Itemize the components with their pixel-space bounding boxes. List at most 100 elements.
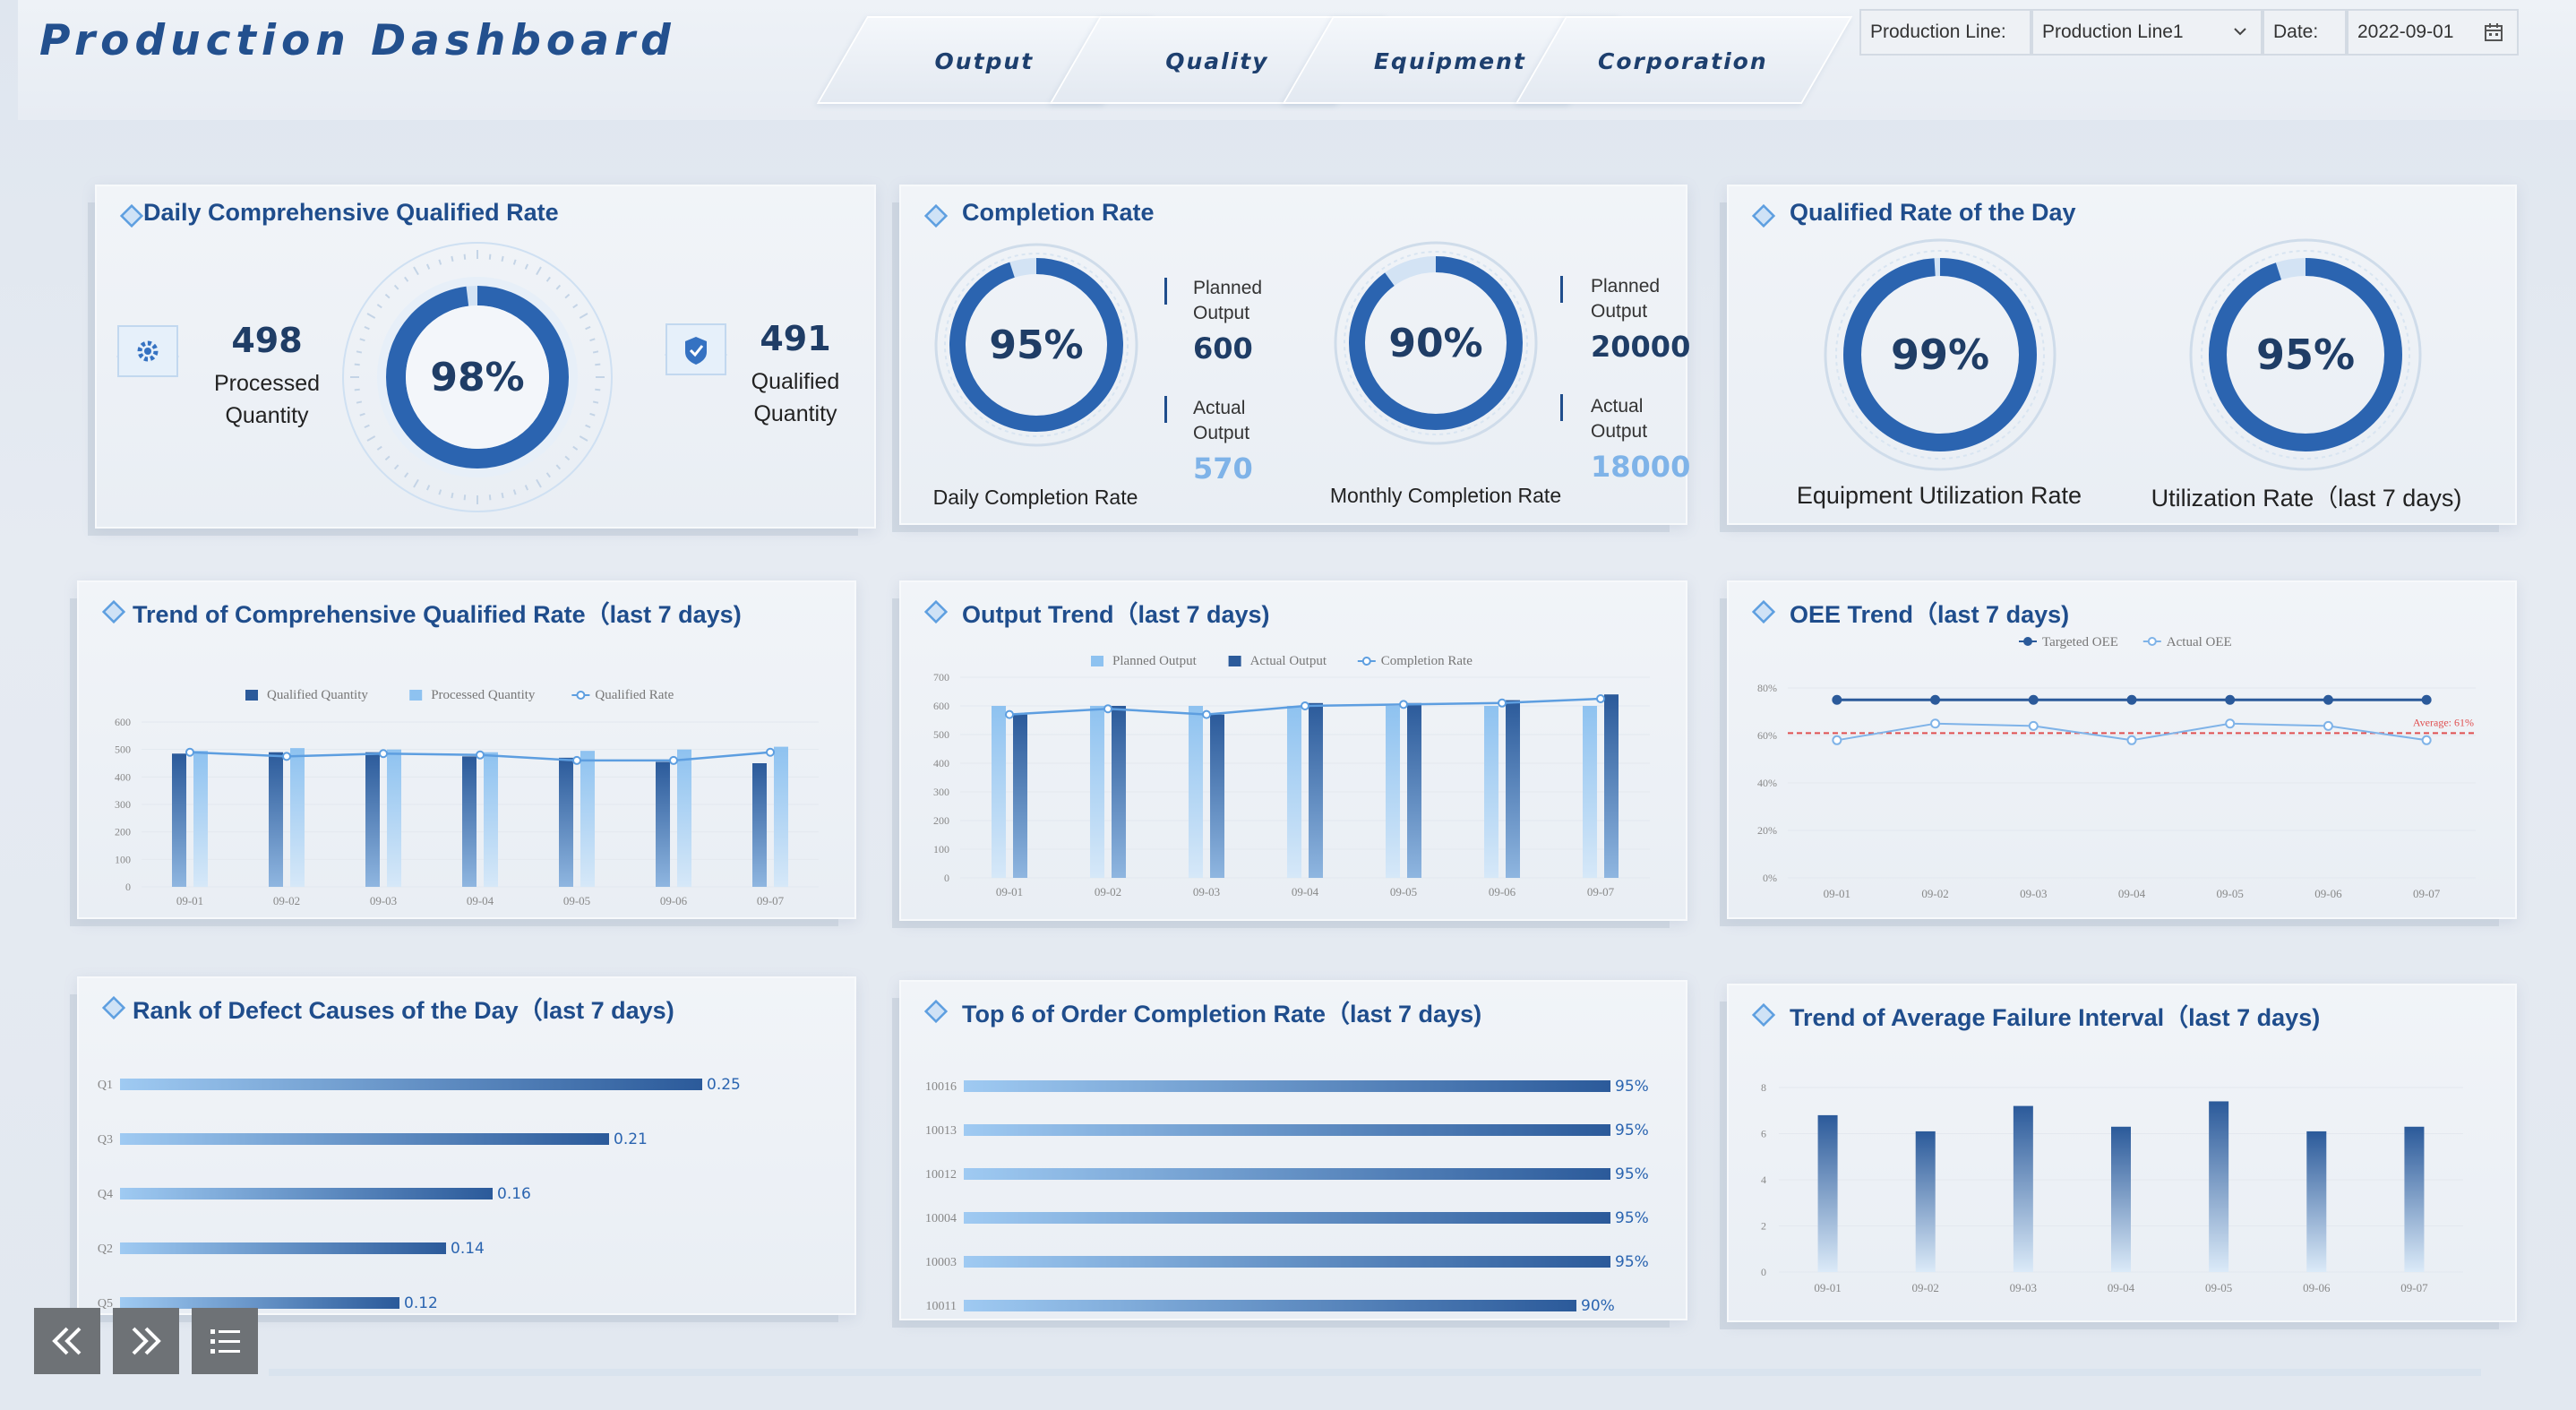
gauge-tick (592, 400, 599, 404)
calendar-icon (2485, 23, 2503, 41)
legend-label: Actual OEE (2167, 635, 2232, 649)
next-button[interactable] (113, 1308, 179, 1374)
y-category-label: Q2 (98, 1242, 113, 1256)
bar (193, 751, 208, 887)
monthly-completion-percent: 90% (1388, 321, 1482, 366)
completion-rate-title: Completion Rate (962, 199, 1155, 226)
daily-completion-label: Daily Completion Rate (932, 486, 1138, 509)
y-category-label: 10013 (925, 1124, 957, 1138)
bar (1506, 700, 1520, 878)
gauge-tick (425, 263, 431, 270)
gauge-tick (545, 472, 551, 478)
daily-completion-percent: 95% (989, 322, 1083, 368)
y-tick-label: 6 (1761, 1128, 1766, 1140)
monthly-completion-arc (1349, 256, 1523, 430)
menu-button[interactable] (192, 1308, 258, 1374)
gauge-tick (366, 313, 376, 319)
gauge-tick (384, 293, 391, 299)
chevron-down-icon (2234, 28, 2246, 36)
utilization-rate-arc (2209, 258, 2402, 451)
bar (992, 706, 1006, 878)
bar (964, 1300, 1576, 1311)
line-point (1596, 694, 1605, 703)
y-category-label: Q3 (98, 1133, 113, 1147)
bar (120, 1242, 446, 1254)
divider (1560, 276, 1563, 303)
x-tick-label: 09-07 (757, 894, 785, 907)
gauge-tick (589, 412, 596, 417)
bar (120, 1188, 493, 1199)
data-label: 95% (1615, 1253, 1649, 1271)
nav-tabs: Output Quality Equipment Corporation (788, 16, 1853, 104)
x-tick-label: 09-02 (273, 894, 300, 907)
list-icon (210, 1329, 240, 1354)
production-line-value: Production Line1 (2042, 21, 2184, 42)
production-line-select[interactable]: Production Line1 (2031, 9, 2263, 56)
bar (752, 763, 767, 887)
date-picker[interactable]: 2022-09-01 (2347, 9, 2519, 56)
gauge-tick (384, 455, 391, 461)
day-rate-title: Qualified Rate of the Day (1790, 199, 2076, 226)
qualified-rate-percent: 98% (430, 355, 524, 400)
monthly-completion-label: Monthly Completion Rate (1329, 484, 1562, 507)
data-label: 95% (1615, 1209, 1649, 1227)
bar (2013, 1105, 2033, 1272)
y-tick-label: 500 (933, 728, 949, 741)
output-trend-chart: 0 100 200 300 400 500 600 700 09-01 09-02 09-03 09-… (933, 654, 1650, 898)
bar (677, 749, 691, 887)
gauge-tick (438, 489, 442, 495)
previous-button[interactable] (34, 1308, 100, 1374)
y-tick-label: 200 (115, 826, 131, 838)
y-tick-label: 4 (1761, 1174, 1766, 1186)
daily-planned-label-1: Planned (1193, 278, 1263, 298)
gauge-tick (366, 435, 376, 442)
gauge-tick (555, 464, 562, 470)
gauge-tick (512, 489, 517, 495)
qualified-quantity-label-1: Qualified (751, 369, 840, 394)
legend-label: Processed Quantity (431, 688, 536, 702)
line-point (476, 750, 485, 760)
legend-label: Completion Rate (1381, 654, 1473, 668)
gauge-tick (524, 485, 529, 491)
gauge-tick (488, 254, 492, 260)
line-point (2028, 694, 2039, 705)
line-point (572, 755, 581, 765)
bar (1386, 706, 1400, 878)
line-point (1832, 735, 1842, 745)
x-tick-label: 09-07 (1587, 885, 1615, 898)
x-tick-label: 09-03 (370, 894, 397, 907)
x-tick-label: 09-02 (1921, 887, 1948, 900)
diamond-icon (924, 204, 948, 228)
line-point (1930, 694, 1941, 705)
gauge-tick (463, 494, 467, 501)
line-point (1930, 718, 1941, 729)
y-category-label: Q5 (98, 1297, 113, 1310)
diamond-icon (924, 600, 948, 623)
y-category-label: 10003 (925, 1256, 957, 1269)
daily-planned-label-2: Output (1193, 303, 1250, 323)
tab-corporation[interactable]: Corporation (1515, 16, 1853, 104)
legend-label: Targeted OEE (2042, 635, 2118, 649)
failure-interval-panel: Trend of Average Failure Interval（last 7… (1727, 984, 2517, 1322)
legend-swatch (2147, 637, 2157, 646)
gauge-tick (404, 472, 409, 478)
daily-planned-value: 600 (1193, 331, 1253, 365)
bar (1817, 1114, 1838, 1272)
bar (1112, 706, 1126, 878)
gauge-tick (364, 424, 370, 429)
x-tick-label: 09-03 (1193, 885, 1220, 898)
divider (1164, 396, 1167, 423)
y-tick-label: 8 (1761, 1081, 1766, 1094)
bar (1604, 694, 1619, 878)
y-tick-label: 100 (115, 853, 131, 865)
line-point (2421, 694, 2432, 705)
legend-swatch (1228, 656, 1241, 666)
line-point (1498, 698, 1507, 708)
legend-label: Qualified Rate (595, 688, 674, 702)
line-point (1103, 704, 1112, 714)
line-point (669, 755, 678, 765)
bar (1090, 706, 1104, 878)
monthly-completion-gauge: 90% (1334, 241, 1538, 445)
bar (462, 756, 477, 887)
gauge-tick (512, 259, 517, 265)
